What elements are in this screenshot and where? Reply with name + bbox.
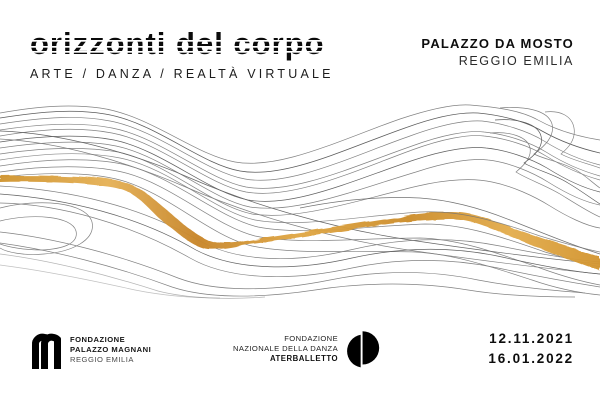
palazzo-magnani-text: FONDAZIONE PALAZZO MAGNANI REGGIO EMILIA bbox=[70, 335, 151, 364]
logo-line: FONDAZIONE bbox=[70, 335, 126, 345]
gold-ribbon bbox=[0, 175, 600, 271]
date-end: 16.01.2022 bbox=[488, 350, 574, 366]
contour-lines-over bbox=[0, 153, 600, 255]
venue-name: PALAZZO DA MOSTO bbox=[421, 36, 574, 51]
date-start: 12.11.2021 bbox=[489, 330, 574, 346]
page-title: orizzonti del corpo bbox=[28, 26, 327, 61]
aterballetto-text: FONDAZIONE NAZIONALE DELLA DANZA ATERBAL… bbox=[233, 334, 338, 364]
logo-palazzo-magnani: FONDAZIONE PALAZZO MAGNANI REGGIO EMILIA bbox=[31, 331, 151, 369]
header-brand: orizzonti del corpo ARTE / DANZA / REALT… bbox=[28, 26, 334, 81]
exhibition-dates: 12.11.2021 16.01.2022 bbox=[488, 329, 574, 370]
logo-line: PALAZZO MAGNANI bbox=[70, 345, 152, 355]
logo-line: NAZIONALE DELLA DANZA bbox=[233, 343, 339, 353]
venue-block: PALAZZO DA MOSTO REGGIO EMILIA bbox=[421, 36, 574, 68]
logo-aterballetto: FONDAZIONE NAZIONALE DELLA DANZA ATERBAL… bbox=[233, 330, 382, 368]
logo-line: FONDAZIONE bbox=[284, 333, 339, 343]
contour-lines bbox=[0, 104, 600, 299]
logo-line: ATERBALLETTO bbox=[269, 353, 339, 363]
palazzo-magnani-m-icon bbox=[31, 333, 62, 369]
venue-city: REGGIO EMILIA bbox=[458, 54, 574, 68]
aterballetto-circle-icon bbox=[347, 331, 380, 368]
page-subtitle: ARTE / DANZA / REALTÀ VIRTUALE bbox=[30, 67, 334, 81]
logo-line: REGGIO EMILIA bbox=[70, 354, 134, 364]
